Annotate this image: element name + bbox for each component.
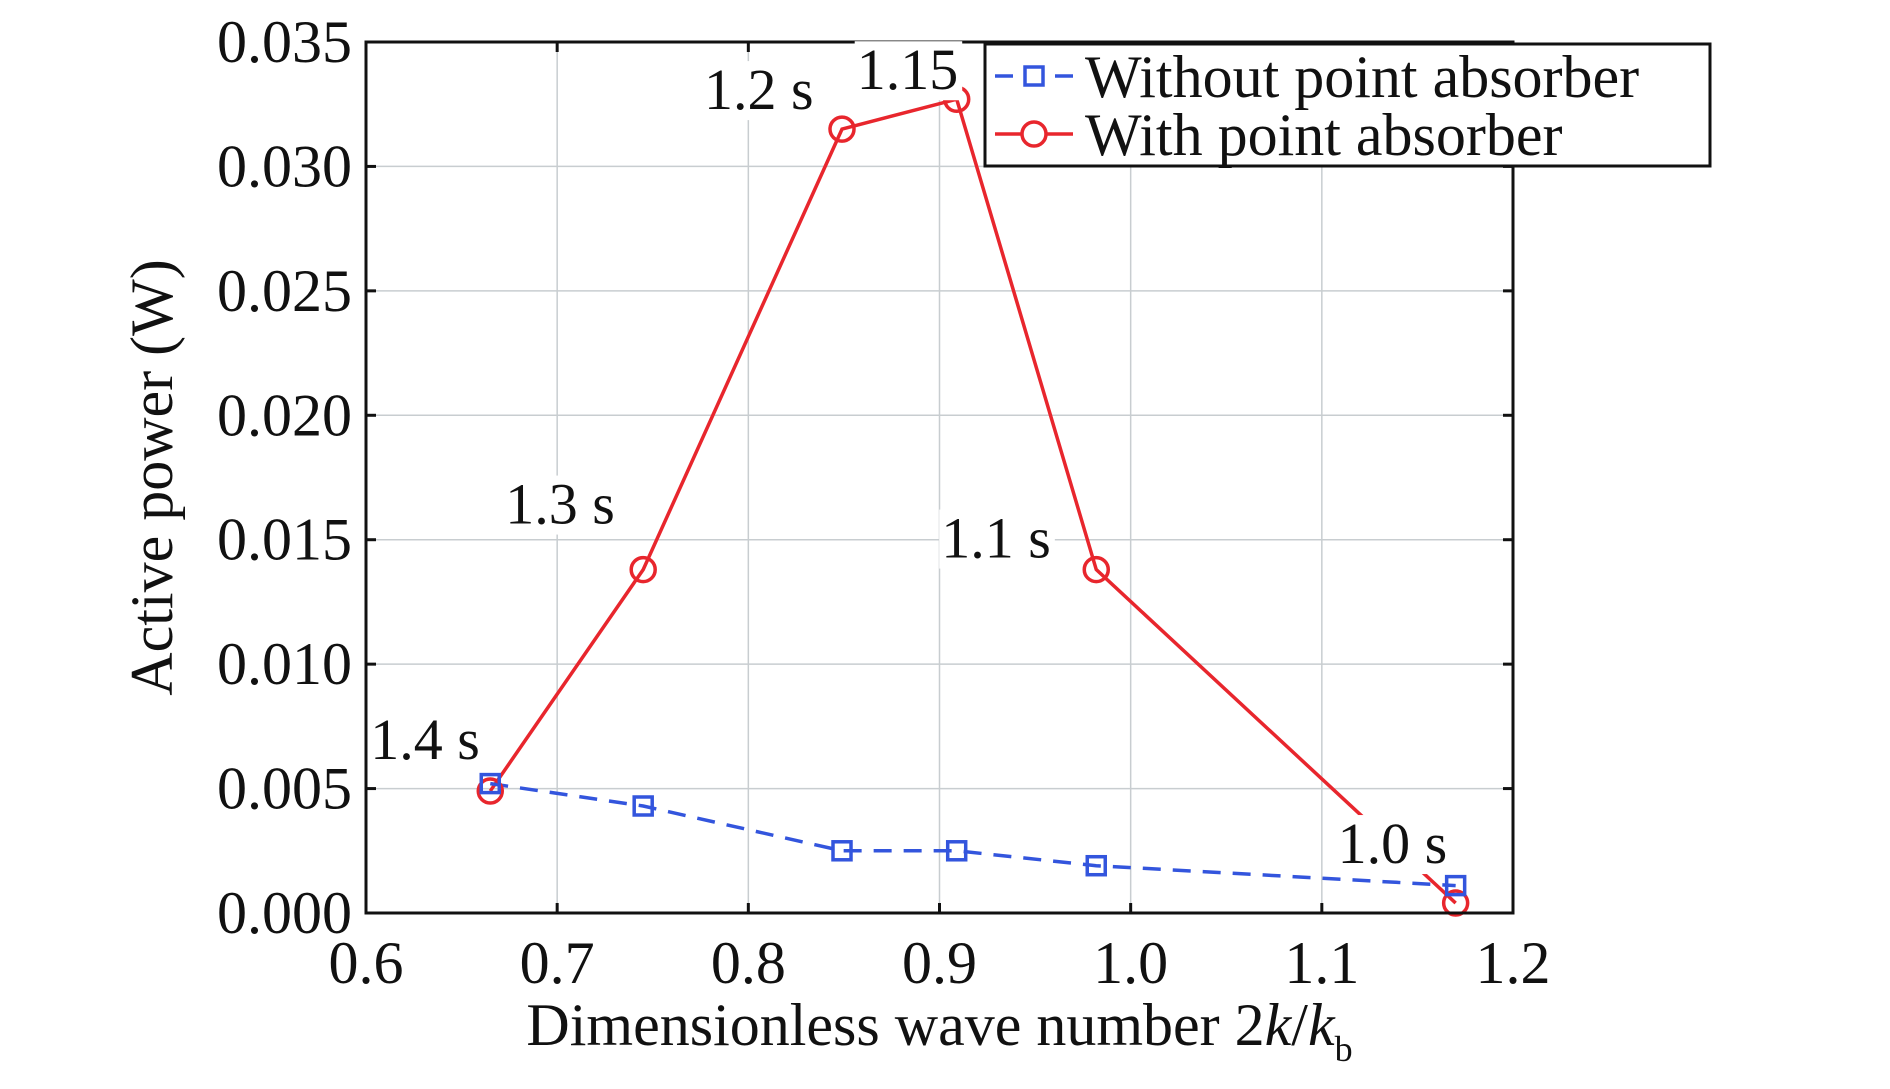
annotation-label: 1.15 bbox=[854, 37, 963, 102]
x-tick-label: 1.0 bbox=[1093, 930, 1168, 996]
series-lines bbox=[488, 97, 1457, 905]
y-axis-label: Active power (W) bbox=[119, 259, 185, 695]
y-tick-label: 0.000 bbox=[217, 880, 352, 946]
annotation-background bbox=[854, 41, 963, 101]
legend-label: With point absorber bbox=[1085, 102, 1563, 168]
annotation-background bbox=[368, 711, 484, 771]
annotation-label: 1.2 s bbox=[702, 57, 818, 122]
annotation-background bbox=[1335, 815, 1452, 875]
y-tick-label: 0.020 bbox=[217, 382, 352, 448]
y-tick-label: 0.015 bbox=[217, 507, 352, 573]
annotation-background bbox=[702, 61, 818, 121]
x-axis-label: Dimensionless wave number 2k/kb bbox=[526, 992, 1352, 1069]
x-axis-label-slash: / bbox=[1291, 992, 1308, 1058]
data-point-with-absorber bbox=[476, 777, 505, 805]
annotation-text: 1.0 s bbox=[1338, 811, 1448, 876]
y-tick-labels: 0.000 0.005 0.010 0.015 0.020 0.025 0.030 0.035 bbox=[217, 9, 352, 946]
y-tick-label: 0.005 bbox=[217, 756, 352, 822]
legend-label: Without point absorber bbox=[1085, 44, 1639, 110]
y-tick-label: 0.035 bbox=[217, 9, 352, 75]
data-point-with-absorber bbox=[629, 555, 657, 584]
data-point-without-absorber bbox=[945, 840, 968, 862]
grid-lines bbox=[366, 42, 1513, 913]
series-markers bbox=[476, 85, 1470, 917]
y-tick-label: 0.025 bbox=[217, 258, 352, 324]
annotation-text: 1.1 s bbox=[941, 506, 1051, 571]
y-tick-label: 0.030 bbox=[217, 133, 352, 199]
x-tick-labels: 0.6 0.7 0.8 0.9 1.0 1.1 1.2 bbox=[329, 930, 1551, 996]
legend-marker-square bbox=[1023, 65, 1045, 87]
annotation-label: 1.0 s bbox=[1335, 811, 1452, 876]
data-point-without-absorber bbox=[831, 840, 853, 862]
x-tick-label: 0.6 bbox=[329, 930, 404, 996]
annotation-text: 1.3 s bbox=[505, 472, 615, 537]
x-tick-label: 0.8 bbox=[711, 930, 786, 996]
x-axis-label-k: k bbox=[1265, 992, 1293, 1058]
annotation-label: 1.3 s bbox=[503, 472, 619, 537]
series-line-with-absorber bbox=[488, 97, 1457, 905]
x-axis-label-k2: k bbox=[1308, 992, 1336, 1058]
legend-box bbox=[983, 42, 1712, 168]
annotation-background bbox=[939, 509, 1055, 569]
data-point-without-absorber bbox=[1085, 854, 1108, 877]
annotation-text: 1.15 bbox=[857, 37, 959, 102]
annotation-label: 1.4 s bbox=[368, 707, 484, 772]
data-point-with-absorber bbox=[1441, 889, 1470, 917]
legend-marker-circle bbox=[1020, 120, 1048, 148]
series-line-without-absorber bbox=[490, 781, 1456, 888]
x-tick-label: 0.7 bbox=[520, 930, 595, 996]
data-point-with-absorber bbox=[1082, 555, 1111, 584]
x-tick-label: 1.2 bbox=[1476, 930, 1551, 996]
y-tick-label: 0.010 bbox=[217, 631, 352, 697]
x-axis-label-subscript: b bbox=[1335, 1029, 1353, 1069]
annotation-label: 1.1 s bbox=[939, 506, 1055, 571]
data-point-without-absorber bbox=[632, 795, 654, 817]
annotation-text: 1.4 s bbox=[370, 707, 480, 772]
point-annotations: 1.4 s 1.3 s 1.2 s 1.15 1.1 s 1.0 s bbox=[368, 37, 1452, 876]
x-axis-label-prefix: Dimensionless wave number 2 bbox=[526, 992, 1264, 1058]
x-tick-label: 0.9 bbox=[902, 930, 977, 996]
annotation-text: 1.2 s bbox=[704, 57, 814, 122]
x-tick-label: 1.1 bbox=[1284, 930, 1359, 996]
data-point-with-absorber bbox=[828, 115, 856, 143]
annotation-background bbox=[503, 475, 619, 535]
data-point-without-absorber bbox=[479, 772, 502, 795]
data-point-without-absorber bbox=[1444, 874, 1467, 897]
